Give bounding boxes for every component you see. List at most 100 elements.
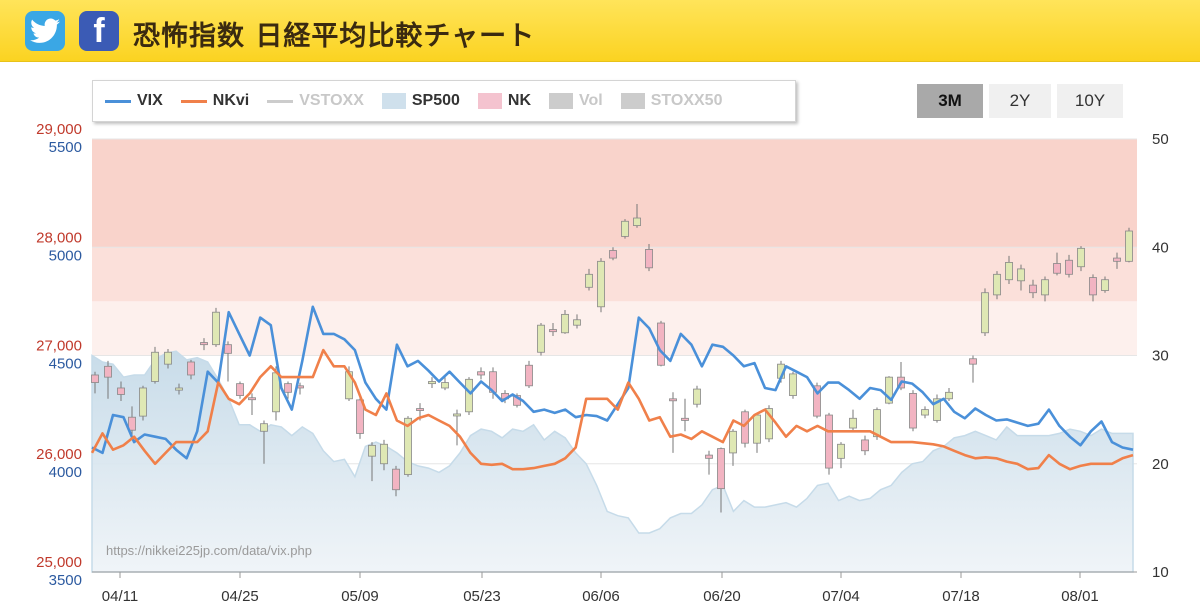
sp-tick-label: 5500 [49, 139, 82, 156]
candle-body [477, 371, 485, 376]
legend-label: STOXX50 [650, 92, 723, 109]
risk-bands [92, 139, 1137, 356]
candle-body [609, 250, 617, 259]
candle-body [1017, 268, 1025, 282]
risk-band-2 [92, 301, 1137, 356]
legend-item-stoxx50[interactable]: STOXX50 [620, 92, 723, 110]
candle-body [969, 358, 977, 365]
candle-body [561, 313, 569, 334]
nk-candle [187, 359, 195, 380]
twitter-share-button[interactable] [25, 11, 65, 51]
range-button-3m[interactable]: 3M [917, 84, 983, 118]
legend-item-vol[interactable]: Vol [549, 92, 603, 110]
candle-body [1053, 263, 1061, 274]
nk-candle [1089, 274, 1097, 302]
nk-tick-label: 28,000 [36, 229, 82, 246]
candle-body [441, 382, 449, 389]
candle-body [200, 342, 208, 346]
nk-candle [1017, 264, 1025, 291]
legend-item-vix[interactable]: VIX [105, 92, 163, 110]
candle-body [453, 413, 461, 417]
nk-candle [139, 385, 147, 421]
nk-candle [549, 323, 557, 337]
series-line-nkvi [90, 348, 1134, 471]
candle-body [921, 409, 929, 416]
candle-body [741, 411, 749, 444]
candle-body [945, 391, 953, 400]
vix-tick-label: 20 [1152, 456, 1169, 473]
candle-body [537, 324, 545, 353]
candle-body [933, 398, 941, 421]
legend-item-vstoxx[interactable]: VSTOXX [267, 92, 364, 110]
candle-body [404, 417, 412, 475]
nk-candle [753, 412, 761, 453]
nk-candle [813, 382, 821, 419]
candle-body [1113, 257, 1121, 262]
nk-candle [657, 320, 665, 367]
nk-candle [585, 268, 593, 291]
facebook-share-button[interactable]: f [79, 11, 119, 51]
nk-candle [693, 385, 701, 408]
x-tick-label: 08/01 [1061, 588, 1099, 605]
nk-tick-label: 27,000 [36, 338, 82, 355]
candle-body [91, 374, 99, 383]
x-tick-label: 06/20 [703, 588, 741, 605]
nk-candle [561, 310, 569, 334]
legend-swatch [381, 93, 406, 109]
legend-item-sp500[interactable]: SP500 [381, 92, 460, 110]
candle-body [236, 383, 244, 396]
candle-body [187, 361, 195, 376]
candle-body [1125, 230, 1133, 262]
nk-candle [128, 406, 136, 437]
legend-item-nkvi[interactable]: NKvi [180, 92, 249, 110]
candle-body [825, 414, 833, 469]
candle-body [573, 319, 581, 326]
candle-body [693, 388, 701, 405]
candle-body [248, 397, 256, 401]
candle-body [981, 292, 989, 334]
vix-tick-label: 40 [1152, 239, 1169, 256]
candle-body [645, 249, 653, 269]
nk-candle [441, 377, 449, 391]
x-tick-label: 06/06 [582, 588, 620, 605]
candle-body [465, 378, 473, 413]
candle-body [139, 387, 147, 417]
candle-body [1005, 262, 1013, 281]
range-button-10y[interactable]: 10Y [1057, 84, 1123, 118]
nk-candle [1053, 252, 1061, 276]
nk-candle [837, 442, 845, 469]
nk-tick-label: 25,000 [36, 554, 82, 571]
candle-body [729, 430, 737, 454]
nk-candle [705, 450, 713, 475]
nk-candle [1065, 254, 1073, 278]
sp-tick-label: 3500 [49, 572, 82, 589]
series-line-vix [91, 305, 1134, 460]
candle-body [356, 399, 364, 434]
chart-legend: VIX NKvi VSTOXX SP500 NK Vol STOXX50 [92, 80, 796, 122]
nk-candle [248, 393, 256, 416]
nk-candle [597, 258, 605, 313]
legend-item-nk[interactable]: NK [477, 92, 531, 110]
nk-candle [789, 371, 797, 399]
nk-candle [969, 355, 977, 383]
nk-candle [1029, 279, 1037, 299]
candle-body [657, 322, 665, 366]
candle-body [525, 364, 533, 387]
legend-swatch [549, 93, 574, 109]
candle-body [837, 443, 845, 459]
nk-candle [525, 360, 533, 388]
nk-candle [453, 409, 461, 446]
candle-body [681, 417, 689, 421]
legend-label: VIX [137, 92, 163, 109]
candle-body [885, 376, 893, 404]
page-title: 恐怖指数 日経平均比較チャート [133, 21, 536, 52]
nk-candle [428, 377, 436, 388]
candle-body [104, 365, 112, 378]
nk-candle [825, 412, 833, 475]
nk-candle [669, 392, 677, 453]
candle-body [1065, 259, 1073, 275]
candle-body [549, 329, 557, 333]
nk-candle [175, 383, 183, 395]
range-button-2y[interactable]: 2Y [989, 84, 1051, 118]
nk-candle [477, 367, 485, 380]
